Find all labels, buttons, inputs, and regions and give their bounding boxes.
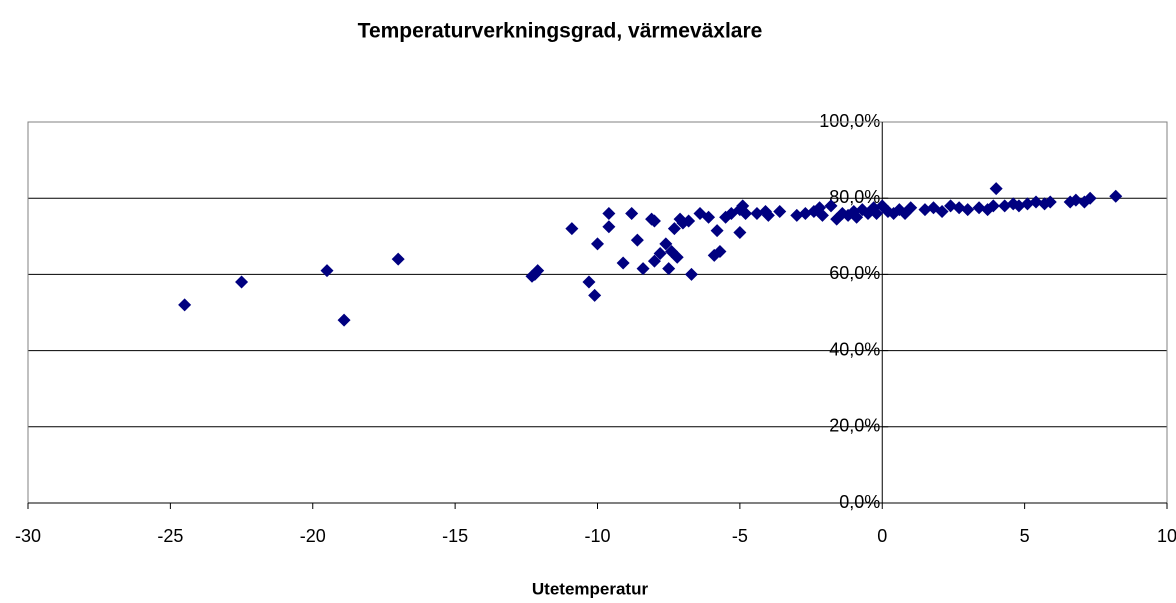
point bbox=[582, 275, 596, 289]
point bbox=[616, 256, 630, 270]
y-tick-label: 40,0% bbox=[829, 339, 880, 359]
point bbox=[1012, 199, 1026, 213]
point bbox=[682, 214, 696, 228]
point bbox=[1043, 195, 1057, 209]
point bbox=[320, 264, 334, 278]
chart-title: Temperaturverkningsgrad, värmeväxlare bbox=[358, 20, 763, 43]
point bbox=[636, 262, 650, 276]
point bbox=[998, 199, 1012, 213]
point bbox=[1083, 191, 1097, 205]
point bbox=[986, 199, 1000, 213]
point bbox=[944, 199, 958, 213]
y-tick-label: 80,0% bbox=[829, 187, 880, 207]
x-tick-label: -5 bbox=[732, 526, 748, 546]
point bbox=[710, 224, 724, 238]
point bbox=[647, 254, 661, 268]
point bbox=[662, 262, 676, 276]
point bbox=[1029, 195, 1043, 209]
point bbox=[961, 203, 975, 217]
point bbox=[750, 206, 764, 220]
point bbox=[591, 237, 604, 251]
point bbox=[850, 210, 864, 224]
point bbox=[918, 203, 932, 217]
point bbox=[1020, 197, 1034, 211]
x-tick-label: -25 bbox=[157, 526, 183, 546]
point bbox=[670, 250, 684, 264]
point bbox=[815, 208, 829, 222]
point bbox=[790, 208, 804, 222]
x-tick-label: 10 bbox=[1157, 526, 1176, 546]
point bbox=[904, 201, 918, 215]
point bbox=[602, 220, 616, 234]
point bbox=[935, 205, 949, 219]
point bbox=[602, 206, 616, 220]
point bbox=[824, 199, 838, 213]
point bbox=[391, 252, 405, 266]
point bbox=[739, 206, 753, 220]
x-axis-label: Utetemperatur bbox=[532, 579, 649, 598]
x-tick-label: 5 bbox=[1020, 526, 1030, 546]
point bbox=[713, 245, 727, 259]
x-tick-label: -20 bbox=[300, 526, 326, 546]
point bbox=[565, 222, 579, 236]
y-tick-label: 100,0% bbox=[819, 111, 880, 131]
point bbox=[702, 210, 716, 224]
point bbox=[528, 267, 542, 281]
y-tick-label: 0,0% bbox=[839, 492, 880, 512]
point bbox=[630, 233, 644, 247]
point bbox=[665, 245, 679, 259]
point bbox=[733, 225, 747, 239]
point bbox=[625, 206, 639, 220]
point bbox=[588, 288, 602, 302]
y-tick-label: 60,0% bbox=[829, 263, 880, 283]
point bbox=[761, 208, 775, 222]
point bbox=[972, 201, 986, 215]
point bbox=[178, 298, 192, 312]
point bbox=[337, 313, 351, 327]
plot-border bbox=[27, 121, 1168, 504]
point bbox=[1109, 189, 1123, 203]
y-tick-label: 20,0% bbox=[829, 416, 880, 436]
x-tick-label: -10 bbox=[584, 526, 610, 546]
point bbox=[667, 222, 681, 236]
point bbox=[653, 246, 667, 260]
point bbox=[1069, 193, 1083, 207]
x-tick-label: 0 bbox=[877, 526, 887, 546]
point bbox=[684, 267, 698, 281]
point bbox=[798, 206, 812, 220]
x-tick-label: -30 bbox=[15, 526, 41, 546]
point bbox=[773, 205, 787, 219]
point bbox=[659, 237, 673, 251]
point bbox=[235, 275, 249, 289]
point bbox=[989, 182, 1003, 196]
x-tick-label: -15 bbox=[442, 526, 468, 546]
point bbox=[870, 206, 884, 220]
point bbox=[952, 201, 966, 215]
point bbox=[647, 214, 661, 228]
